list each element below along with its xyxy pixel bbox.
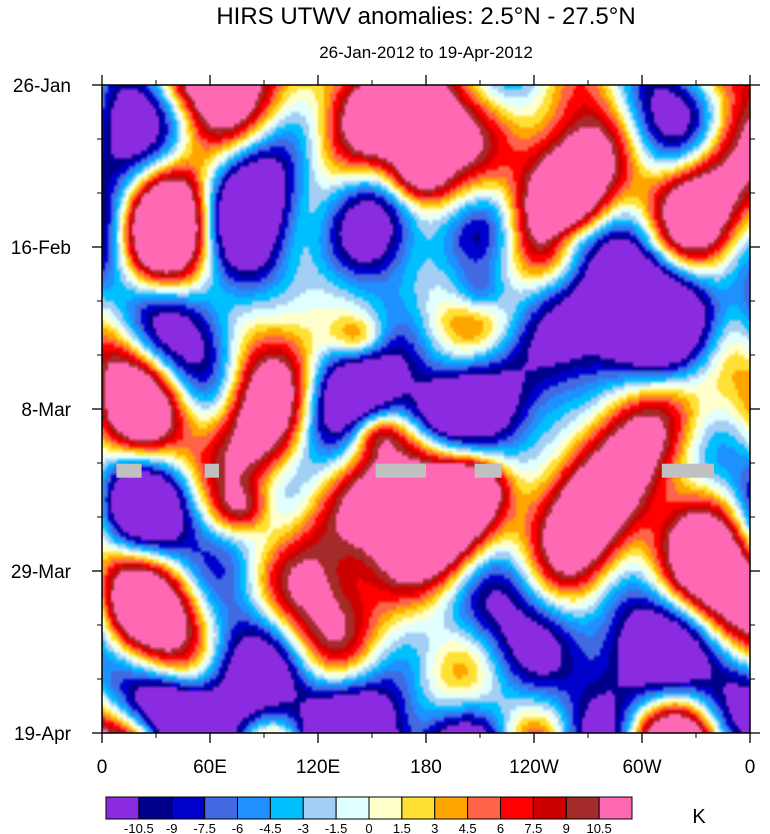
missing-data-segment (661, 463, 714, 478)
colorbar-label: 6 (497, 821, 504, 834)
colorbar-label: -6 (232, 821, 244, 834)
anomaly-field (102, 85, 750, 733)
y-tick-label: 8-Mar (21, 400, 71, 421)
colorbar-label: 3 (431, 821, 438, 834)
colorbar-swatch (467, 796, 501, 820)
colorbar-swatch (598, 796, 633, 820)
colorbar: -10.5 -9 -7.5 -6 -4.5 -3 -1.5 0 1.5 3 4.5 6 7.5 9 10.5 (105, 796, 633, 834)
colorbar-label: 1.5 (393, 821, 411, 834)
colorbar-swatch (565, 796, 600, 820)
missing-data-layer (116, 463, 714, 478)
colorbar-label: -9 (166, 821, 178, 834)
missing-data-segment (375, 463, 426, 478)
colorbar-label: 10.5 (586, 821, 611, 834)
y-axis-labels: 26-Jan 16-Feb 8-Mar 29-Mar 19-Apr (11, 76, 72, 745)
chart-title: HIRS UTWV anomalies: 2.5°N - 27.5°N (216, 3, 635, 30)
x-axis-labels: 0 60E 120E 180 120W 60W 0 (97, 757, 756, 778)
colorbar-swatch (368, 796, 403, 820)
missing-data-segment (116, 463, 142, 478)
x-tick-label: 120W (509, 757, 559, 778)
chart-subtitle: 26-Jan-2012 to 19-Apr-2012 (319, 43, 533, 62)
colorbar-label: -10.5 (124, 821, 154, 834)
colorbar-swatch (532, 796, 567, 820)
colorbar-unit: K (692, 806, 706, 828)
x-tick-label: 180 (410, 757, 442, 778)
colorbar-label: 4.5 (459, 821, 477, 834)
colorbar-label: -3 (297, 821, 309, 834)
colorbar-label: 9 (563, 821, 570, 834)
y-tick-label: 19-Apr (14, 724, 72, 745)
colorbar-label: -7.5 (193, 821, 215, 834)
plot-area (101, 84, 751, 734)
colorbar-swatch (335, 796, 370, 820)
x-tick-label: 60W (622, 757, 661, 778)
x-tick-label: 0 (97, 757, 108, 778)
colorbar-swatch (434, 796, 469, 820)
colorbar-label: 7.5 (524, 821, 542, 834)
colorbar-swatch (138, 796, 173, 820)
y-tick-label: 16-Feb (11, 238, 71, 259)
colorbar-label: -1.5 (325, 821, 347, 834)
x-tick-label: 120E (296, 757, 340, 778)
colorbar-swatch (500, 796, 534, 820)
x-tick-label: 0 (745, 757, 756, 778)
colorbar-swatch (204, 796, 238, 820)
colorbar-swatch (269, 796, 304, 820)
colorbar-swatch (401, 796, 436, 820)
y-tick-label: 26-Jan (13, 76, 71, 97)
missing-data-segment (204, 463, 219, 478)
colorbar-swatch (105, 796, 140, 820)
colorbar-swatch (237, 796, 271, 820)
colorbar-label: -4.5 (259, 821, 281, 834)
colorbar-swatch (171, 796, 206, 820)
y-tick-label: 29-Mar (11, 562, 72, 583)
missing-data-segment (474, 463, 502, 478)
colorbar-label: 0 (365, 821, 372, 834)
x-tick-label: 60E (193, 757, 227, 778)
axis-ticks (92, 75, 760, 743)
colorbar-swatch (302, 796, 337, 820)
